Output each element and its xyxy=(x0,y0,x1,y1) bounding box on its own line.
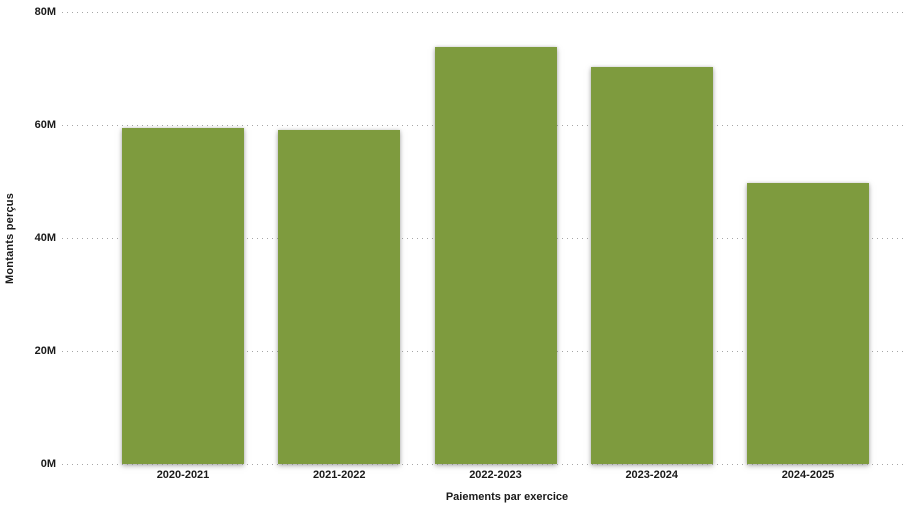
y-tick-label: 0M xyxy=(40,458,56,470)
y-tick-label: 80M xyxy=(34,6,56,18)
bar-2021-2022[interactable] xyxy=(278,129,401,464)
plot-area xyxy=(62,11,906,465)
bar-2024-2025[interactable] xyxy=(747,182,869,464)
gridline-80M xyxy=(62,11,906,13)
bar-2023-2024[interactable] xyxy=(590,66,713,464)
x-tick-label: 2024-2025 xyxy=(781,469,835,481)
x-axis-title: Paiements par exercice xyxy=(445,491,569,503)
bar-2022-2023[interactable] xyxy=(434,47,557,464)
y-tick-label: 60M xyxy=(34,119,56,131)
bar-2020-2021[interactable] xyxy=(122,128,244,464)
x-tick-label: 2021-2022 xyxy=(312,469,366,481)
x-tick-label: 2020-2021 xyxy=(156,469,210,481)
x-tick-label: 2023-2024 xyxy=(625,469,679,481)
x-tick-label: 2022-2023 xyxy=(469,469,522,481)
y-tick-label: 40M xyxy=(34,232,56,244)
gridline-0M xyxy=(62,463,906,465)
y-tick-label: 20M xyxy=(34,345,56,357)
